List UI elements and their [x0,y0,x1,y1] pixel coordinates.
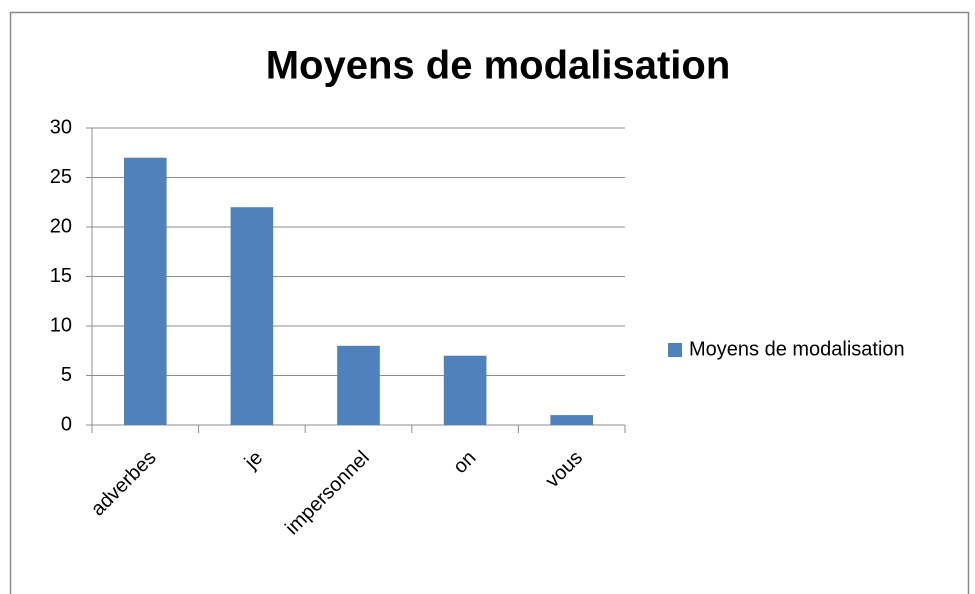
y-tick-label: 30 [50,116,72,138]
bar [337,345,380,425]
y-tick-label: 20 [50,215,72,237]
y-tick-label: 10 [50,314,72,336]
y-tick-label: 5 [61,364,72,386]
chart-frame [9,11,970,594]
bar [123,157,167,425]
bar [443,355,487,425]
y-tick-label: 0 [61,413,72,435]
chart-title: Moyens de modalisation [266,44,731,88]
y-tick-label: 25 [50,166,72,188]
bar [230,207,274,425]
legend-swatch [668,343,682,357]
bar [550,415,594,425]
y-tick-label: 15 [50,265,72,287]
legend-label: Moyens de modalisation [689,338,905,360]
